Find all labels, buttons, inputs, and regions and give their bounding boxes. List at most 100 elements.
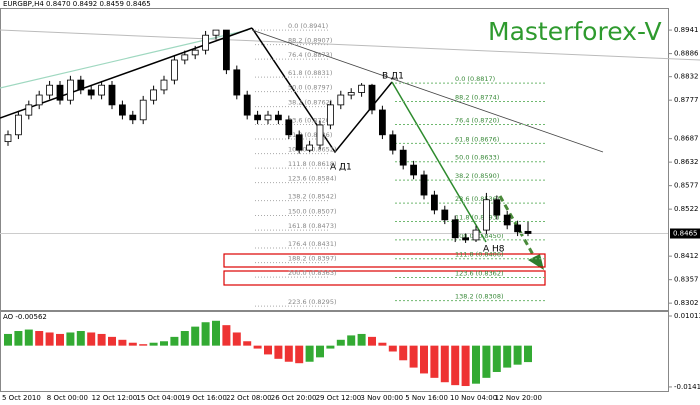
- symbol-label: EURGBP,H4 0.8470 0.8492 0.8459 0.8465: [3, 0, 151, 8]
- fib-label: 223.6 (0.8295): [288, 298, 337, 306]
- ao-bar: [347, 335, 356, 346]
- x-tick-label: 12 Nov 20:00: [495, 394, 542, 402]
- wave-label: A H8: [483, 245, 505, 255]
- fib-label: 11.8 (0.8493): [455, 214, 499, 222]
- fib-label: 38.2 (0.8762): [288, 99, 332, 107]
- ao-bar: [87, 332, 96, 346]
- fib-label: 38.2 (0.8590): [455, 172, 499, 180]
- candle-body: [46, 84, 53, 96]
- candle-body: [233, 69, 241, 96]
- ao-bar: [118, 339, 127, 346]
- ao-bar: [274, 345, 283, 359]
- ao-bar: [368, 336, 376, 346]
- ao-bar: [492, 345, 501, 372]
- ao-bar: [420, 345, 428, 374]
- candle-body: [4, 134, 12, 143]
- candle-body: [67, 79, 74, 101]
- fib-label: 88.2 (0.8774): [455, 93, 499, 101]
- candle-body: [430, 194, 438, 211]
- ao-bar: [24, 329, 33, 346]
- candle-body: [77, 79, 85, 91]
- ao-bar: [440, 345, 449, 383]
- current-price: 0.8465: [673, 230, 698, 238]
- x-tick-label: 26 Oct 20:00: [271, 394, 317, 402]
- ao-bar: [45, 332, 54, 346]
- candle-body: [98, 84, 105, 96]
- fib-label: 138.2 (0.8542): [288, 193, 337, 201]
- ao-bar: [482, 345, 491, 378]
- ao-bar: [503, 345, 512, 368]
- candle-body: [368, 84, 376, 111]
- fib-label: 161.8 (0.8473): [288, 222, 337, 230]
- ao-bar: [149, 342, 158, 346]
- ao-bar: [212, 320, 220, 346]
- ao-bar: [336, 339, 345, 346]
- price-badge: [670, 228, 700, 239]
- fib-label: 61.8 (0.8831): [288, 69, 332, 77]
- ao-bar: [201, 322, 210, 346]
- ao-bar: [461, 345, 470, 387]
- fib-label: 76.4 (0.8873): [288, 51, 332, 59]
- candle-body: [56, 84, 64, 101]
- candle-body: [482, 199, 490, 231]
- fib-label: 150.0 (0.8507): [288, 208, 337, 216]
- ao-bar: [472, 345, 480, 384]
- ao-bar: [97, 333, 106, 346]
- candle-body: [462, 237, 470, 241]
- wave-label: B Д1: [382, 72, 404, 82]
- candle-body: [472, 229, 480, 241]
- candle-body: [150, 89, 158, 101]
- fib-label: 200.0 (0.8363): [288, 269, 337, 277]
- target-zone: [223, 253, 546, 268]
- ao-bar: [305, 345, 314, 362]
- candle-body: [191, 49, 199, 56]
- candle-body: [316, 124, 324, 146]
- fib-label: 123.6 (0.8362): [455, 270, 504, 278]
- y-tick-label: 0.8522: [674, 205, 699, 213]
- ao-bar: [180, 331, 189, 346]
- fib-label: 88.2 (0.8907): [288, 37, 332, 45]
- ao-bar: [232, 332, 241, 346]
- x-tick-label: 8 Oct 00:00: [47, 394, 88, 402]
- ao-bar: [378, 342, 387, 346]
- fib-label: 188.2 (0.8397): [288, 255, 337, 263]
- fib-label: 61.8 (0.8676): [455, 135, 499, 143]
- candle-body: [399, 149, 407, 166]
- ao-bar: [451, 345, 460, 386]
- y-tick-label: 0.8577: [674, 182, 699, 190]
- trend-line: [0, 29, 700, 61]
- candle-body: [451, 219, 459, 239]
- fib-label: 50.0 (0.8797): [288, 84, 332, 92]
- candle-body: [441, 209, 449, 221]
- ao-bar: [284, 345, 293, 362]
- y-tick-label: 0.8302: [674, 299, 699, 307]
- candle-body: [420, 174, 428, 196]
- candle-body: [254, 114, 262, 121]
- candle-body: [410, 164, 418, 176]
- y-tick-label: -0.01411: [674, 383, 700, 391]
- candle-body: [139, 99, 147, 121]
- ao-bar: [191, 326, 200, 346]
- forecast-arrow: [498, 195, 538, 261]
- y-tick-label: 0.8832: [674, 73, 699, 81]
- fib-label: 111.8 (0.8406): [455, 251, 504, 259]
- ao-panel: [0, 311, 669, 392]
- ao-bar: [430, 345, 439, 378]
- x-tick-label: 3 Nov 00:00: [360, 394, 403, 402]
- y-tick-label: 0.8777: [674, 96, 699, 104]
- candle-body: [222, 29, 230, 71]
- x-tick-label: 22 Oct 08:00: [226, 394, 272, 402]
- candle-body: [378, 109, 386, 136]
- candle-body: [493, 199, 501, 216]
- candle-body: [306, 144, 314, 151]
- wave-label: A Д1: [330, 163, 352, 173]
- ao-bar: [524, 345, 532, 363]
- candle-body: [87, 89, 95, 96]
- y-tick-label: 0.8941: [674, 26, 699, 34]
- candle-body: [358, 84, 366, 93]
- candle-body: [243, 94, 251, 116]
- ao-bar: [160, 341, 168, 346]
- candle-body: [14, 114, 22, 136]
- ao-bar: [388, 345, 397, 352]
- fib-label: 23.6 (0.8536): [455, 195, 499, 203]
